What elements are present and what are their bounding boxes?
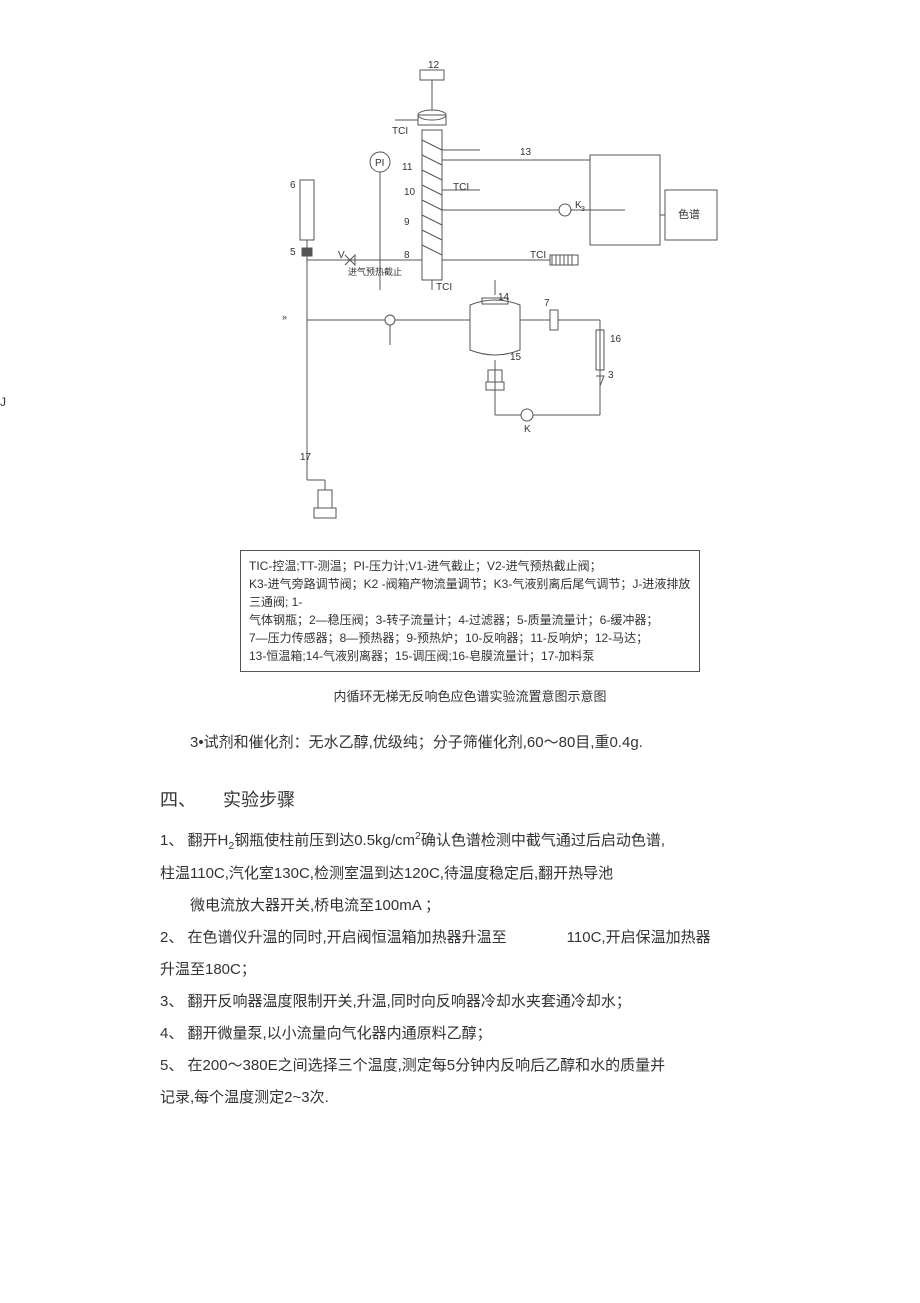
step-1-line-3: 微电流放大器开关,桥电流至100mA ；: [190, 891, 780, 921]
step-2-line-2: 升温至180C；: [160, 955, 780, 985]
label-v: V: [338, 250, 345, 261]
section-4-heading: 四、 实验步骤: [160, 786, 780, 812]
step-1-line-2: 柱温110C,汽化室130C,检测室温到达120C,待温度稳定后,翻开热导池: [160, 859, 780, 889]
label-k: K: [524, 424, 531, 435]
outside-label: J: [0, 395, 6, 409]
item-3-reagents: 3•试剂和催化剂：无水乙醇,优级纯；分子筛催化剂,60〜80目,重0.4g.: [160, 729, 780, 756]
label-tci4: TCI: [530, 250, 546, 261]
step-3: 3、 翻开反响器温度限制开关,升温,同时向反响器冷却水夹套通冷却水；: [160, 987, 780, 1017]
label-16: 16: [610, 334, 622, 345]
label-tci1: TCI: [392, 126, 408, 137]
label-6: 6: [290, 180, 296, 191]
label-13: 13: [520, 147, 532, 158]
step-1-line-1: 1、 翻开H2钢瓶使柱前压到达0.5kg/cm2确认色谱检测中截气通过后启动色谱…: [160, 826, 780, 857]
label-5: 5: [290, 247, 296, 258]
step-2-line-1: 2、 在色谱仪升温的同时,开启阀恒温箱加热器升温至 110C,开启保温加热器: [160, 923, 780, 953]
label-tci3: TCI: [436, 282, 452, 293]
label-sepu: 色谱: [678, 207, 700, 221]
label-8: 8: [404, 250, 410, 261]
label-7: 7: [544, 298, 550, 309]
legend-line-3: 气体钢瓶；2—稳压阀；3-转子流量计；4-过滤器；5-质量流量计；6-缓冲器；: [249, 611, 691, 629]
legend-line-2: K3-进气旁路调节阀；K2 -阀箱产物流量调节；K3-气液别离后尾气调节；J-进…: [249, 575, 691, 611]
label-inlet-preheat-cutoff: 进气预热截止: [348, 266, 402, 277]
step-1b: 钢瓶使柱前压到达0.5kg/cm: [234, 832, 415, 849]
process-diagram: 12 13 11 10 9 8 6 5 7 14 15 16 3 17 TCI …: [220, 60, 720, 540]
legend-line-1: TIC-控温;TT-测温；PI-压力计;V1-进气截止；V2-进气预热截止阀；: [249, 557, 691, 575]
label-14: 14: [498, 292, 510, 303]
label-k3-sub: 3: [581, 206, 585, 213]
step-5-line-1: 5、 在200〜380E之间选择三个温度,测定每5分钟内反响后乙醇和水的质量并: [160, 1051, 780, 1081]
legend-line-4: 7—压力传感器；8—预热器；9-预热炉；10-反响器；11-反响炉；12-马达；: [249, 629, 691, 647]
step-1c: 确认色谱检测中截气通过后启动色谱,: [421, 832, 665, 849]
label-pi: PI: [375, 158, 384, 169]
legend-box: TIC-控温;TT-测温；PI-压力计;V1-进气截止；V2-进气预热截止阀； …: [240, 550, 700, 672]
diagram-container: 12 13 11 10 9 8 6 5 7 14 15 16 3 17 TCI …: [160, 60, 780, 540]
label-10: 10: [404, 187, 416, 198]
label-11: 11: [402, 162, 413, 173]
label-17: 17: [300, 452, 312, 463]
label-15: 15: [510, 352, 522, 363]
step-4: 4、 翻开微量泵,以小流量向气化器内通原料乙醇；: [160, 1019, 780, 1049]
legend-line-5: 13-恒温箱;14-气液别离器；15-调压阀;16-皂膜流量计；17-加料泵: [249, 647, 691, 665]
label-12: 12: [428, 60, 440, 71]
label-9: 9: [404, 217, 410, 228]
label-3: 3: [608, 370, 614, 381]
label-tci2: TCI: [453, 182, 469, 193]
step-5-line-2: 记录,每个温度测定2~3次.: [160, 1083, 780, 1113]
page: 12 13 11 10 9 8 6 5 7 14 15 16 3 17 TCI …: [0, 0, 920, 1175]
label-small-mark: »: [282, 312, 287, 322]
diagram-caption: 内循环无梯无反响色应色谱实验流置意图示意图: [160, 686, 780, 705]
step-1a: 1、 翻开H: [160, 832, 228, 849]
